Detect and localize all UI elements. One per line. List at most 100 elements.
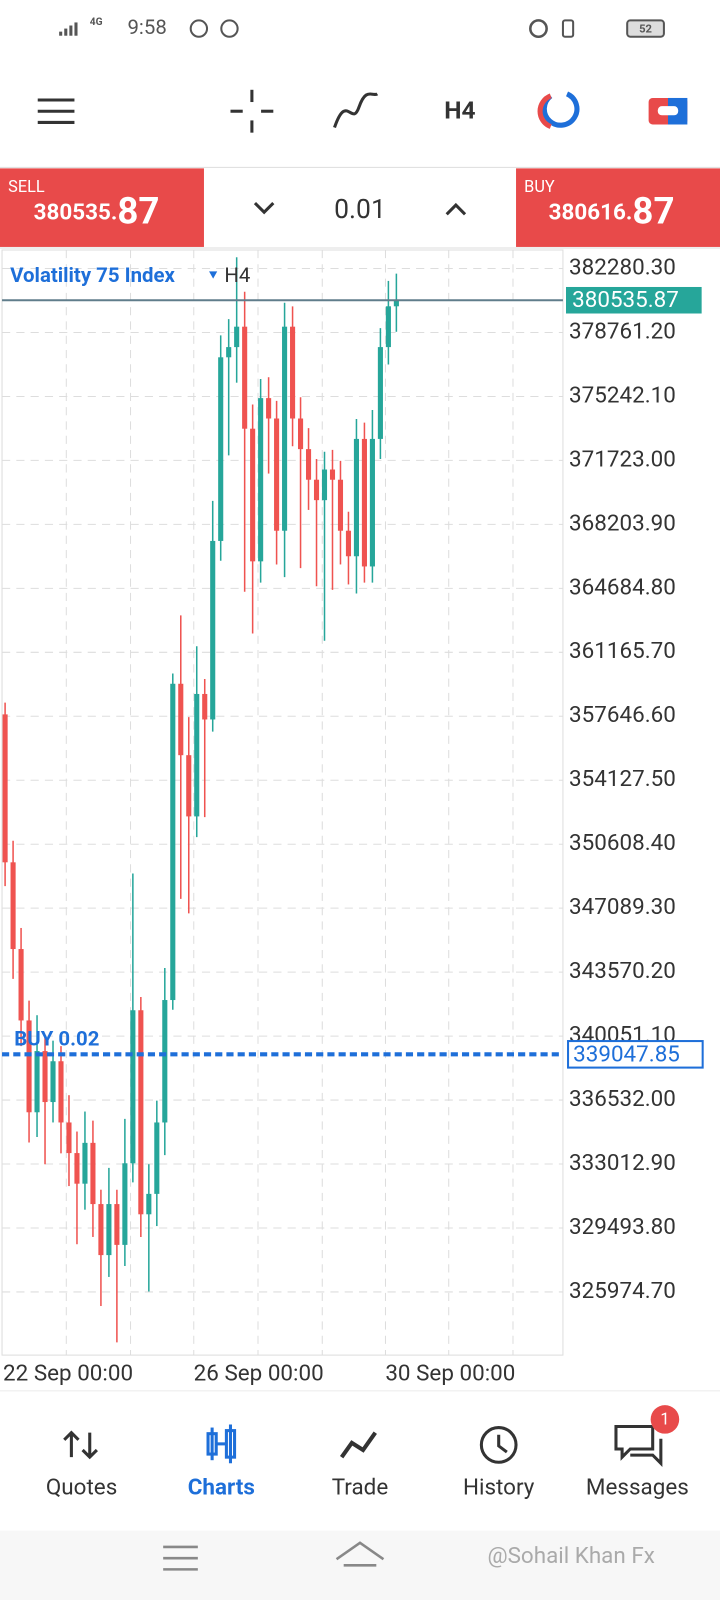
candle-body <box>138 1010 144 1215</box>
lot-size[interactable]: 0.01 <box>334 194 386 225</box>
candle-body <box>58 1061 64 1123</box>
system-buttons <box>163 1541 385 1571</box>
x-tick-label: 30 Sep 00:00 <box>385 1360 515 1386</box>
candle-body <box>42 1051 48 1103</box>
candle-body <box>282 326 288 531</box>
candle-body <box>82 1142 88 1184</box>
nav-icons <box>63 1424 663 1467</box>
candle-body <box>305 449 312 480</box>
candle-body <box>66 1122 72 1154</box>
y-tick-label: 333012.90 <box>569 1150 676 1176</box>
candle-body <box>90 1142 96 1205</box>
candle-body <box>50 1061 56 1103</box>
symbol-name[interactable]: Volatility 75 Index <box>10 263 175 287</box>
candle-body <box>369 438 375 567</box>
candle-body <box>2 714 8 863</box>
candle-body <box>218 357 224 541</box>
candle-body <box>106 1204 112 1256</box>
y-tick-label: 336532.00 <box>569 1086 676 1112</box>
candle-body <box>18 949 24 1021</box>
candle-body <box>162 1000 168 1123</box>
x-tick-label: 26 Sep 00:00 <box>194 1360 324 1386</box>
candle-body <box>130 1010 136 1164</box>
y-tick-label: 371723.00 <box>569 446 676 472</box>
candle-body <box>202 693 208 720</box>
battery: 52 <box>639 23 652 36</box>
y-tick-label: 382280.30 <box>569 254 676 280</box>
x-tick-label: 22 Sep 00:00 <box>3 1360 133 1386</box>
price-tag <box>566 286 702 314</box>
bottom-nav: Quotes Charts Trade History Messages <box>46 1475 689 1501</box>
crosshair-button[interactable] <box>230 89 274 133</box>
y-tick-label: 354127.50 <box>569 766 676 792</box>
indicators-button[interactable] <box>333 92 379 129</box>
sell-button[interactable] <box>0 168 204 247</box>
candle-body <box>393 300 399 307</box>
candle-body <box>242 326 248 429</box>
candle-body <box>361 438 367 567</box>
candle-body <box>146 1193 152 1215</box>
chart-frame <box>1 249 564 1356</box>
sell-label: SELL <box>8 177 45 196</box>
candle-body <box>34 1051 40 1113</box>
timeframe-button[interactable]: H4 <box>444 96 475 125</box>
symbol-dropdown[interactable] <box>209 271 218 279</box>
candle-body <box>298 418 304 450</box>
candle-body <box>329 469 336 480</box>
candle-body <box>26 1020 32 1113</box>
network: 4G <box>90 17 103 28</box>
candle-body <box>10 862 16 950</box>
candle-body <box>170 683 176 1001</box>
candle-body <box>226 347 232 358</box>
badge-count: 1 <box>660 1410 669 1429</box>
chart: 382280.30 378761.20 375242.10 371723.00 3682… <box>2 254 704 1386</box>
position-tag-label: 339047.85 <box>573 1041 680 1067</box>
lot-up[interactable] <box>445 202 467 216</box>
buy-price: 380616.87 <box>549 189 675 232</box>
clock: 9:58 <box>127 15 166 39</box>
y-tick-label: 329493.80 <box>569 1214 676 1240</box>
candle-body <box>345 530 352 557</box>
candle-body <box>194 693 200 817</box>
candle-body <box>122 1163 128 1245</box>
y-tick-label: 343570.20 <box>569 958 676 984</box>
y-tick-label: 378761.20 <box>569 318 676 344</box>
candle-body <box>353 438 360 557</box>
vertical-grid <box>65 250 514 1356</box>
nav-item[interactable]: History <box>463 1475 535 1501</box>
candle-body <box>313 479 320 501</box>
status-bar: 4G 9:58 52 <box>59 15 665 39</box>
candle-body <box>377 347 383 439</box>
candle-body <box>234 326 240 348</box>
buy-button[interactable] <box>516 168 720 247</box>
chart-timeframe: H4 <box>224 263 250 287</box>
watermark: @Sohail Khan Fx <box>487 1543 654 1569</box>
y-tick-label: 361165.70 <box>569 638 676 664</box>
menu-button[interactable] <box>37 98 75 124</box>
nav-item[interactable]: Quotes <box>46 1475 117 1501</box>
y-tick-label: 357646.60 <box>569 702 676 728</box>
y-tick-label: 325974.70 <box>569 1278 676 1304</box>
candle-body <box>98 1204 104 1256</box>
candle-body <box>114 1204 120 1245</box>
candle-body <box>274 418 280 531</box>
candle-body <box>186 755 192 817</box>
candle-body <box>290 326 296 419</box>
candle-body <box>154 1122 160 1194</box>
candle-body <box>266 398 272 419</box>
y-tick-label: 350608.40 <box>569 830 676 856</box>
y-tick-label: 347089.30 <box>569 894 676 920</box>
y-tick-label: 375242.10 <box>569 382 676 408</box>
candle-body <box>74 1153 80 1184</box>
price-tag-label: 380535.87 <box>572 287 679 313</box>
lot-down[interactable] <box>253 201 275 215</box>
nav-item[interactable]: Messages <box>586 1475 689 1501</box>
objects-button[interactable] <box>541 91 580 128</box>
position-tag <box>567 1040 704 1069</box>
nav-item[interactable]: Trade <box>332 1475 389 1501</box>
candle-body <box>210 540 216 720</box>
nav-item[interactable]: Charts <box>188 1475 255 1501</box>
candle-body <box>250 428 256 562</box>
candle-body <box>321 469 328 501</box>
